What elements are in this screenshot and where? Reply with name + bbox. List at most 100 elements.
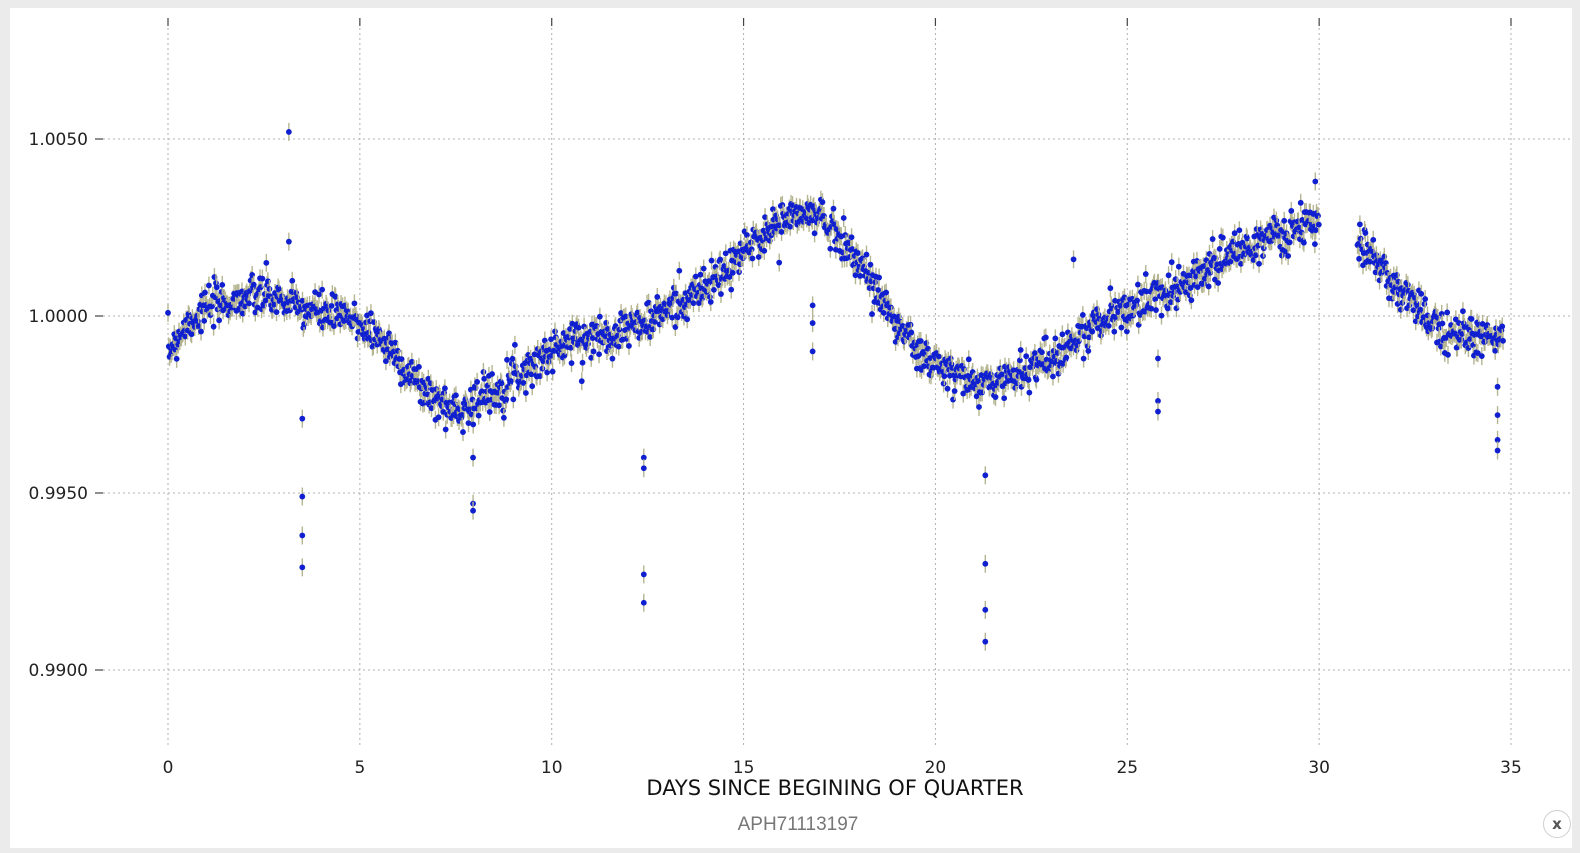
data-point: [165, 303, 171, 322]
data-point: [1252, 246, 1259, 265]
data-point: [289, 271, 296, 290]
data-marker: [1362, 230, 1369, 236]
data-marker: [1026, 389, 1033, 396]
data-marker: [819, 199, 826, 206]
data-marker: [609, 355, 616, 362]
data-point: [1025, 370, 1032, 389]
data-marker: [386, 330, 392, 337]
data-marker: [503, 396, 510, 403]
data-marker: [575, 324, 582, 331]
data-marker: [219, 281, 226, 288]
data-marker: [1282, 248, 1289, 255]
data-point: [384, 340, 391, 359]
data-point: [544, 363, 551, 382]
data-point: [441, 379, 448, 398]
data-point: [960, 384, 967, 403]
data-marker: [1422, 296, 1429, 302]
data-marker: [652, 318, 658, 325]
data-marker: [202, 289, 208, 296]
data-point: [579, 353, 586, 372]
data-marker: [755, 254, 762, 260]
data-marker: [398, 356, 405, 363]
data-point: [965, 350, 972, 369]
data-marker: [1194, 284, 1201, 291]
data-point: [504, 350, 510, 369]
data-point: [830, 199, 837, 218]
data-marker: [589, 335, 596, 341]
data-marker: [1492, 347, 1499, 354]
data-point: [202, 283, 208, 302]
data-point: [1017, 340, 1024, 359]
data-marker: [1017, 357, 1023, 364]
data-marker: [1311, 241, 1318, 248]
data-point: [273, 303, 280, 322]
data-marker: [173, 355, 180, 362]
data-point: [992, 388, 999, 407]
data-marker: [707, 294, 713, 300]
data-point: [1168, 253, 1175, 272]
data-point: [416, 357, 422, 376]
data-marker: [762, 214, 768, 221]
data-point: [676, 261, 683, 280]
data-marker: [510, 396, 517, 403]
data-marker: [453, 392, 459, 399]
data-marker: [1410, 307, 1417, 314]
data-marker: [867, 261, 874, 268]
data-marker: [1219, 234, 1226, 241]
data-point: [1418, 284, 1425, 303]
data-point: [1231, 224, 1238, 243]
data-marker: [1437, 343, 1444, 350]
data-point: [1079, 305, 1086, 324]
data-marker: [273, 309, 280, 316]
data-marker: [465, 420, 472, 427]
data-marker: [1080, 355, 1087, 362]
data-marker: [1060, 360, 1067, 367]
data-point: [848, 228, 855, 247]
data-marker: [1205, 283, 1212, 290]
data-marker: [1252, 252, 1259, 259]
data-marker: [1086, 334, 1093, 341]
data-point: [435, 408, 442, 427]
data-point: [319, 280, 326, 299]
data-marker: [578, 378, 585, 385]
data-point: [1134, 291, 1141, 310]
data-marker: [744, 232, 750, 238]
data-marker: [1216, 246, 1223, 252]
data-marker: [537, 373, 543, 379]
data-point: [575, 318, 582, 337]
data-point: [210, 317, 217, 336]
data-marker: [567, 326, 573, 332]
data-point: [876, 268, 882, 287]
data-point: [1023, 347, 1030, 366]
data-marker: [1023, 353, 1030, 360]
data-marker: [428, 405, 435, 412]
data-marker: [478, 388, 485, 395]
data-point: [1165, 266, 1172, 285]
data-point: [1256, 254, 1262, 273]
data-marker: [217, 302, 224, 309]
data-marker: [1085, 348, 1092, 354]
data-marker: [262, 297, 269, 304]
data-point: [589, 329, 596, 348]
data-marker: [951, 388, 958, 394]
data-marker: [748, 246, 755, 253]
data-marker: [827, 245, 834, 252]
data-point: [717, 250, 724, 269]
data-marker: [504, 356, 510, 363]
data-point: [1478, 347, 1485, 366]
data-point: [827, 239, 834, 258]
data-point: [1239, 233, 1246, 252]
data-marker: [976, 404, 982, 410]
data-point: [1367, 252, 1374, 271]
data-point: [1227, 252, 1234, 271]
data-marker: [1468, 316, 1475, 322]
data-point: [465, 414, 472, 433]
data-marker: [1467, 336, 1473, 342]
data-marker: [365, 329, 372, 336]
data-marker: [581, 323, 588, 330]
data-marker: [692, 273, 699, 280]
data-point: [567, 338, 574, 357]
data-marker: [1227, 258, 1234, 265]
data-point: [529, 377, 536, 396]
data-point: [787, 217, 794, 236]
